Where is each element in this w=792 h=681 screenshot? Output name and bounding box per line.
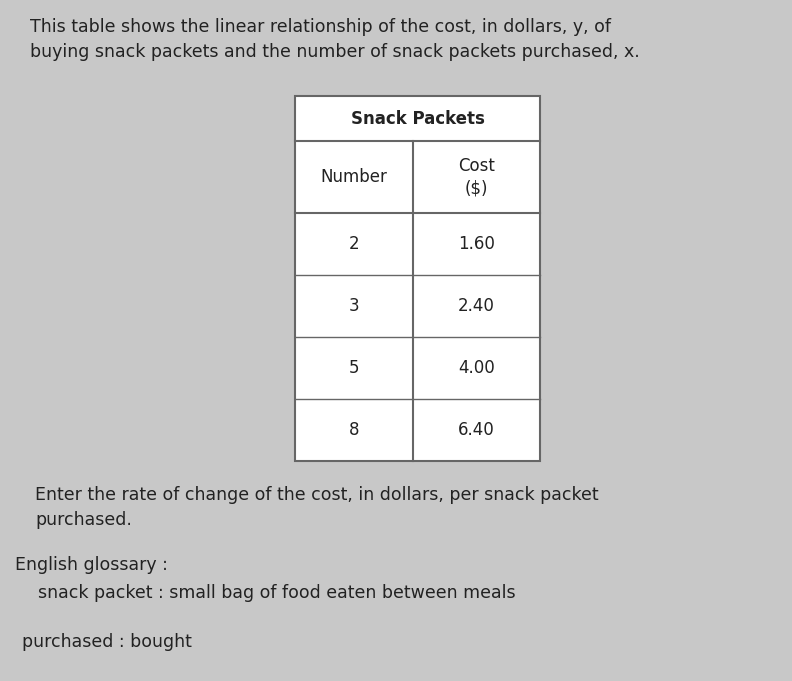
- Text: 5: 5: [348, 359, 360, 377]
- Text: Snack Packets: Snack Packets: [351, 110, 485, 127]
- Bar: [295, 96, 540, 461]
- Text: 8: 8: [348, 421, 360, 439]
- Text: 3: 3: [348, 297, 360, 315]
- Text: purchased : bought: purchased : bought: [22, 633, 192, 651]
- Text: 1.60: 1.60: [458, 235, 495, 253]
- Text: English glossary :: English glossary :: [15, 556, 168, 574]
- Text: This table shows the linear relationship of the cost, in dollars, y, of
buying s: This table shows the linear relationship…: [30, 18, 640, 61]
- Text: Enter the rate of change of the cost, in dollars, per snack packet
purchased.: Enter the rate of change of the cost, in…: [35, 486, 599, 529]
- Text: Number: Number: [321, 168, 387, 186]
- Text: 4.00: 4.00: [458, 359, 495, 377]
- Text: Cost
($): Cost ($): [458, 157, 495, 197]
- Text: 2: 2: [348, 235, 360, 253]
- Text: snack packet : small bag of food eaten between meals: snack packet : small bag of food eaten b…: [38, 584, 516, 602]
- Text: 6.40: 6.40: [458, 421, 495, 439]
- Text: 2.40: 2.40: [458, 297, 495, 315]
